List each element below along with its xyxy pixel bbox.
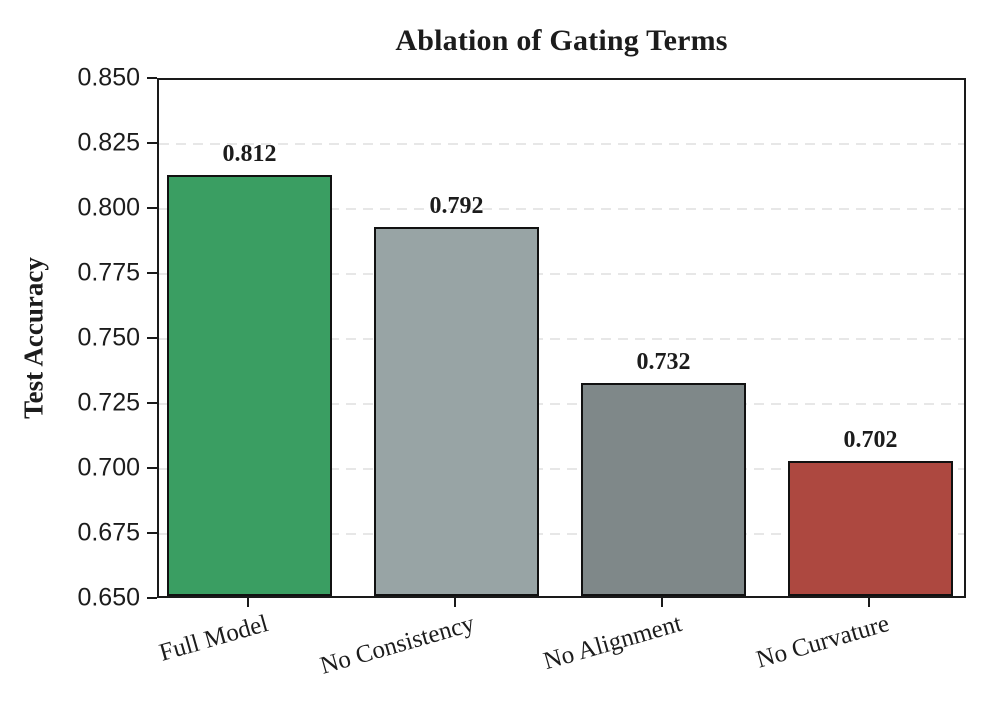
gridline — [159, 533, 964, 535]
y-tick-label: 0.700 — [77, 453, 140, 482]
y-tick-mark — [147, 272, 157, 274]
y-tick-label: 0.725 — [77, 388, 140, 417]
bar-value-label: 0.702 — [843, 427, 898, 453]
x-tick-mark — [453, 598, 456, 607]
y-tick-label: 0.650 — [77, 583, 140, 612]
gridline — [159, 403, 964, 405]
y-tick-mark — [147, 597, 157, 599]
plot-area: 0.812 0.792 0.732 0.702 — [157, 78, 966, 598]
x-tick-label: No Consistency — [317, 610, 478, 680]
y-tick-label: 0.800 — [77, 193, 140, 222]
gridline — [159, 273, 964, 275]
chart-title: Ablation of Gating Terms — [395, 24, 728, 57]
bar — [167, 175, 332, 596]
x-tick-label: No Curvature — [753, 610, 892, 674]
y-tick-label: 0.775 — [77, 258, 140, 287]
y-tick-mark — [147, 467, 157, 469]
gridline — [159, 208, 964, 210]
x-tick-label: No Alignment — [540, 610, 685, 676]
x-tick-mark — [660, 598, 663, 607]
bar-value-label: 0.812 — [222, 141, 277, 167]
y-tick-label: 0.750 — [77, 323, 140, 352]
x-tick-mark — [867, 598, 870, 607]
bar — [788, 461, 953, 596]
y-tick-mark — [147, 142, 157, 144]
y-tick-label: 0.675 — [77, 518, 140, 547]
bar — [581, 383, 746, 596]
y-tick-mark — [147, 207, 157, 209]
x-tick-mark — [246, 598, 249, 607]
gridline — [159, 143, 964, 145]
gridline — [159, 468, 964, 470]
y-axis-label: Test Accuracy — [18, 257, 49, 419]
x-tick-label: Full Model — [156, 610, 271, 667]
bar — [374, 227, 539, 596]
y-tick-mark — [147, 532, 157, 534]
y-tick-mark — [147, 337, 157, 339]
y-tick-label: 0.825 — [77, 128, 140, 157]
y-tick-mark — [147, 77, 157, 79]
y-tick-label: 0.850 — [77, 63, 140, 92]
y-tick-mark — [147, 402, 157, 404]
bar-value-label: 0.792 — [429, 193, 484, 219]
gridline — [159, 338, 964, 340]
bar-value-label: 0.732 — [636, 349, 691, 375]
